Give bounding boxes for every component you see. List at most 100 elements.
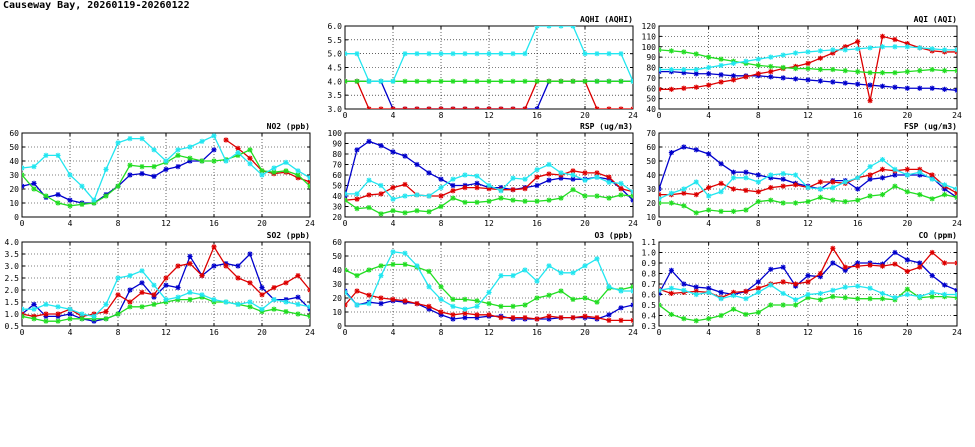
x-tick-label: 0 (20, 219, 25, 228)
data-point-cyan (67, 306, 73, 312)
data-point-blue (668, 267, 675, 273)
data-point-green (954, 194, 957, 200)
data-point-cyan (879, 44, 886, 50)
data-point-green (929, 294, 935, 300)
data-point-cyan (378, 182, 384, 189)
data-point-blue (378, 301, 384, 307)
data-point-green (582, 78, 588, 84)
data-point-red (450, 312, 456, 318)
data-point-blue (659, 186, 662, 192)
data-point-green (768, 302, 774, 308)
data-point-green (474, 78, 480, 84)
data-point-green (743, 207, 749, 213)
data-point-blue (390, 149, 396, 155)
data-point-red (706, 185, 712, 191)
data-point-green (693, 51, 699, 57)
data-point-red (743, 187, 749, 193)
y-tick-label: 0.5 (5, 322, 20, 331)
data-point-cyan (295, 301, 301, 307)
data-point-red (366, 106, 372, 109)
data-point-red (780, 279, 786, 285)
data-point-green (534, 78, 540, 84)
y-tick-label: 50 (332, 182, 342, 191)
data-point-red (755, 285, 761, 291)
data-point-green (755, 309, 761, 315)
data-point-cyan (22, 165, 25, 171)
data-point-red (378, 191, 384, 197)
data-point-green (450, 78, 456, 84)
data-point-blue (450, 316, 456, 322)
x-tick-label: 20 (257, 328, 267, 337)
data-point-red (43, 311, 49, 317)
data-point-blue (55, 192, 61, 198)
data-point-blue (378, 143, 384, 149)
data-point-cyan (55, 152, 61, 158)
data-point-green (792, 65, 799, 72)
data-point-blue (681, 281, 687, 287)
data-point-cyan (606, 284, 612, 290)
data-point-cyan (390, 196, 396, 202)
data-point-green (211, 158, 217, 164)
data-point-cyan (247, 299, 253, 305)
data-point-cyan (817, 290, 824, 297)
data-point-blue (187, 253, 193, 259)
data-point-red (235, 275, 241, 281)
data-point-cyan (414, 51, 420, 57)
data-point-red (462, 310, 468, 316)
data-point-red (668, 86, 675, 92)
data-point-blue (855, 260, 861, 266)
y-tick-label: 80 (646, 64, 656, 73)
data-point-cyan (867, 45, 873, 51)
data-point-red (892, 261, 898, 267)
series-cyan (659, 282, 957, 303)
x-tick-label: 0 (343, 111, 348, 120)
data-point-cyan (693, 291, 699, 298)
series-blue (22, 251, 310, 324)
data-point-green (904, 286, 910, 292)
chart-title: SO2 (ppb) (267, 231, 310, 240)
data-point-cyan (867, 164, 873, 170)
x-tick-label: 4 (706, 111, 711, 120)
chart-so2: 0 4 8 12 16 20 24 0.5 1.0 1.5 2.0 2.5 3.0 3.5 4.0 SO2 (… (5, 231, 315, 337)
x-tick-label: 4 (391, 328, 396, 337)
data-point-blue (867, 176, 873, 182)
x-tick-label: 0 (657, 111, 662, 120)
data-point-cyan (668, 285, 675, 291)
data-point-red (522, 186, 528, 192)
data-point-green (879, 296, 886, 302)
data-point-blue (67, 197, 73, 203)
data-point-blue (211, 263, 217, 269)
data-point-green (842, 295, 848, 301)
data-point-green (115, 183, 121, 189)
x-tick-label: 8 (756, 328, 761, 337)
data-point-red (163, 275, 169, 281)
data-point-red (892, 36, 898, 43)
data-point-red (706, 82, 712, 88)
data-point-green (354, 273, 360, 279)
data-point-blue (426, 306, 432, 312)
data-point-cyan (941, 291, 948, 298)
data-point-blue (892, 172, 898, 178)
data-point-blue (618, 305, 624, 311)
data-point-red (659, 86, 662, 92)
data-point-cyan (917, 294, 923, 300)
data-point-red (247, 280, 253, 286)
data-point-green (892, 183, 898, 189)
data-point-cyan (546, 161, 552, 168)
data-point-cyan (354, 191, 360, 197)
series-green (659, 183, 957, 216)
data-point-cyan (510, 273, 516, 279)
data-point-cyan (780, 171, 786, 177)
x-tick-label: 0 (20, 328, 25, 337)
data-point-cyan (792, 297, 799, 303)
data-point-cyan (450, 51, 456, 57)
data-point-cyan (792, 50, 799, 56)
data-point-cyan (594, 51, 600, 57)
data-point-red (743, 288, 749, 294)
data-point-blue (693, 71, 699, 77)
data-point-red (768, 69, 774, 75)
data-point-cyan (904, 44, 910, 50)
data-point-red (830, 50, 836, 56)
chart-fsp: 0 4 8 12 16 20 24 10 20 30 40 50 60 70 FSP (ug/m3) (646, 122, 962, 228)
data-point-cyan (558, 270, 564, 276)
